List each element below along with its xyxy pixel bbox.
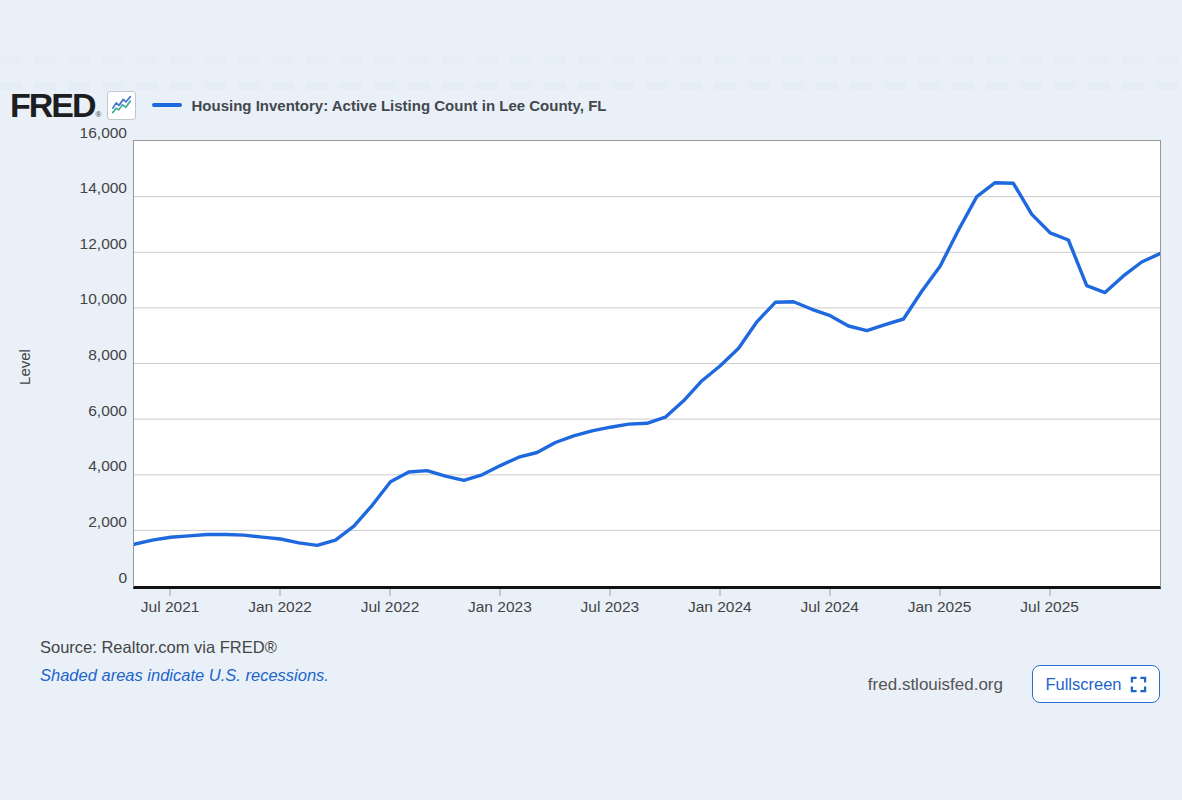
y-tick-label: 4,000 <box>0 456 127 476</box>
y-tick-label: 2,000 <box>0 512 127 532</box>
registered-mark: ® <box>96 110 102 119</box>
plot-area[interactable] <box>133 140 1161 589</box>
fred-logo-chart-icon <box>107 91 136 120</box>
site-url-text: fred.stlouisfed.org <box>868 675 1003 695</box>
x-tick-label: Jul 2021 <box>110 596 230 618</box>
x-tick-mark <box>389 589 391 596</box>
x-tick-mark <box>829 589 831 596</box>
y-tick-label: 6,000 <box>0 401 127 421</box>
y-tick-label: 14,000 <box>0 178 127 198</box>
source-text: Source: Realtor.com via FRED® <box>40 638 277 657</box>
x-tick-label: Jan 2023 <box>440 596 560 618</box>
fred-logo[interactable]: FRED ® <box>10 90 136 120</box>
x-tick-label: Jul 2022 <box>330 596 450 618</box>
y-tick-label: 8,000 <box>0 345 127 365</box>
x-tick-mark <box>939 589 941 596</box>
chart-legend[interactable]: Housing Inventory: Active Listing Count … <box>152 97 606 114</box>
x-tick-label: Jan 2022 <box>220 596 340 618</box>
background-texture-row <box>0 57 1182 64</box>
legend-series-label: Housing Inventory: Active Listing Count … <box>191 97 606 114</box>
fullscreen-button-label: Fullscreen <box>1045 675 1121 694</box>
fred-logo-text: FRED <box>10 90 95 120</box>
x-tick-label: Jul 2024 <box>770 596 890 618</box>
x-tick-label: Jul 2023 <box>550 596 670 618</box>
y-tick-label: 0 <box>0 568 127 588</box>
x-tick-mark <box>719 589 721 596</box>
data-line-housing-inventory[interactable] <box>134 183 1160 546</box>
fred-chart-widget: FRED ® Housing Inventory: Active Listing… <box>0 0 1182 800</box>
y-tick-label: 12,000 <box>0 234 127 254</box>
fullscreen-button[interactable]: Fullscreen <box>1032 665 1160 703</box>
x-tick-label: Jan 2025 <box>880 596 1000 618</box>
y-tick-label: 16,000 <box>0 123 127 143</box>
x-tick-mark <box>609 589 611 596</box>
x-tick-label: Jul 2025 <box>990 596 1110 618</box>
x-tick-mark <box>1049 589 1051 596</box>
chart-header: FRED ® Housing Inventory: Active Listing… <box>10 86 606 124</box>
x-tick-mark <box>499 589 501 596</box>
legend-line-swatch <box>152 103 182 107</box>
recession-note-link[interactable]: Shaded areas indicate U.S. recessions. <box>40 666 329 685</box>
x-tick-mark <box>169 589 171 596</box>
y-tick-label: 10,000 <box>0 289 127 309</box>
x-tick-label: Jan 2024 <box>660 596 780 618</box>
fullscreen-icon <box>1130 676 1147 693</box>
x-tick-mark <box>279 589 281 596</box>
